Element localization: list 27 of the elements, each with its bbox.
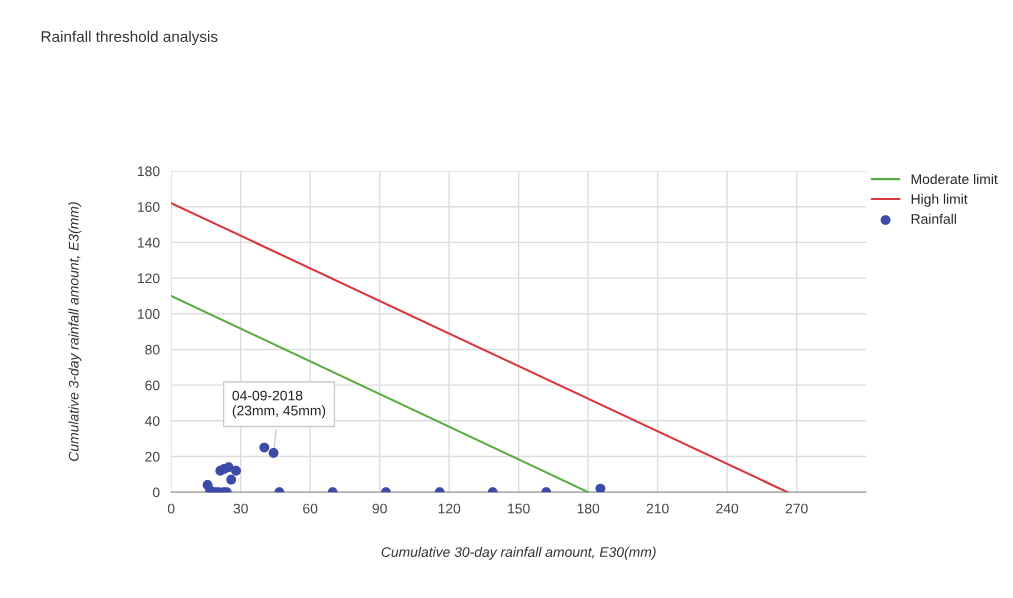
y-tick-label: 40 (144, 416, 160, 426)
y-tick-label: 60 (145, 380, 160, 391)
x-tick-label: 150 (508, 503, 530, 514)
y-tick-label: 0 (152, 487, 160, 498)
y-axis-title: Cumulative 3-day rainfall amount, E3(mm) (68, 202, 82, 461)
y-tick-label: 140 (137, 237, 160, 248)
legend-label: Rainfall (911, 213, 956, 224)
x-tick-label: 30 (233, 503, 248, 514)
x-tick-label: 0 (167, 503, 175, 514)
y-tick-label: 80 (145, 344, 160, 355)
y-tick-label: 160 (137, 202, 160, 212)
legend-label: High limit (911, 193, 968, 207)
y-tick-label: 120 (137, 273, 160, 284)
y-tick-label: 100 (137, 309, 160, 319)
y-tick-label: 20 (145, 451, 160, 462)
y-tick-label: 180 (137, 166, 160, 177)
x-tick-label: 180 (577, 503, 600, 514)
x-tick-label: 60 (303, 503, 318, 514)
x-tick-label: 120 (438, 503, 461, 514)
legend-label: Moderate limit (911, 173, 998, 185)
annotation: 04-09-2018 (23mm, 45mm) (232, 390, 326, 419)
x-tick-label: 270 (785, 503, 808, 514)
x-tick-label: 90 (372, 503, 387, 514)
x-tick-label: 210 (646, 503, 669, 514)
x-tick-label: 240 (716, 503, 739, 514)
x-axis-title: Cumulative 30-day rainfall amount, E30(mm) (381, 546, 656, 560)
chart-title: Rainfall threshold analysis (41, 30, 218, 46)
